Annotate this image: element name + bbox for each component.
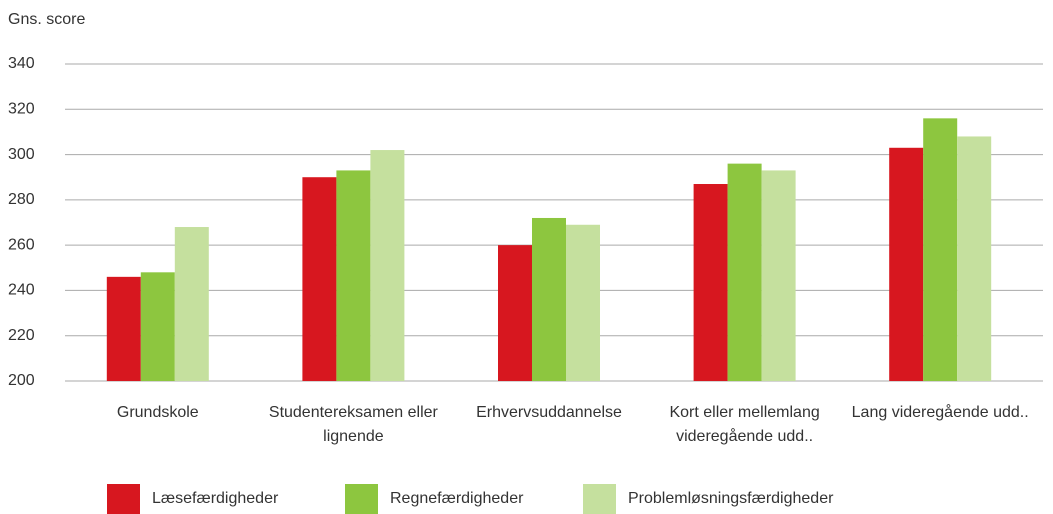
x-tick-label: Lang videregående udd.. bbox=[851, 404, 1029, 421]
y-tick-label: 320 bbox=[8, 101, 35, 118]
bar bbox=[532, 217, 566, 381]
bar bbox=[957, 136, 992, 381]
bar bbox=[923, 118, 958, 381]
bar bbox=[498, 245, 532, 381]
bar bbox=[140, 272, 175, 381]
y-axis-label: Gns. score bbox=[8, 11, 85, 28]
y-tick-label: 220 bbox=[8, 327, 35, 344]
bar bbox=[106, 276, 141, 381]
bar bbox=[693, 184, 728, 381]
bar bbox=[174, 227, 209, 381]
legend-swatch bbox=[345, 484, 378, 514]
legend-swatch bbox=[107, 484, 140, 514]
bar bbox=[761, 170, 796, 381]
y-tick-label: 240 bbox=[8, 282, 35, 299]
x-tick-label: Studentereksamen eller lignende bbox=[268, 404, 438, 445]
y-tick-label: 260 bbox=[8, 236, 35, 253]
bar bbox=[727, 163, 762, 381]
legend-label: Læsefærdigheder bbox=[152, 490, 279, 507]
legend-label: Regnefærdigheder bbox=[390, 490, 524, 507]
legend-swatch bbox=[583, 484, 616, 514]
bar bbox=[302, 177, 337, 381]
y-tick-label: 280 bbox=[8, 191, 35, 208]
bar bbox=[889, 147, 924, 381]
bar bbox=[336, 170, 371, 381]
x-tick-label: Kort eller mellemlang videregående udd.. bbox=[669, 404, 820, 445]
x-tick-label: Grundskole bbox=[116, 404, 199, 421]
bar bbox=[566, 224, 600, 381]
bar bbox=[370, 150, 405, 381]
legend-label: Problemløsningsfærdigheder bbox=[628, 490, 834, 507]
x-tick-label: Erhvervsuddannelse bbox=[476, 404, 622, 421]
y-tick-label: 200 bbox=[8, 372, 35, 389]
y-tick-label: 300 bbox=[8, 146, 35, 163]
y-tick-label: 340 bbox=[8, 55, 35, 72]
